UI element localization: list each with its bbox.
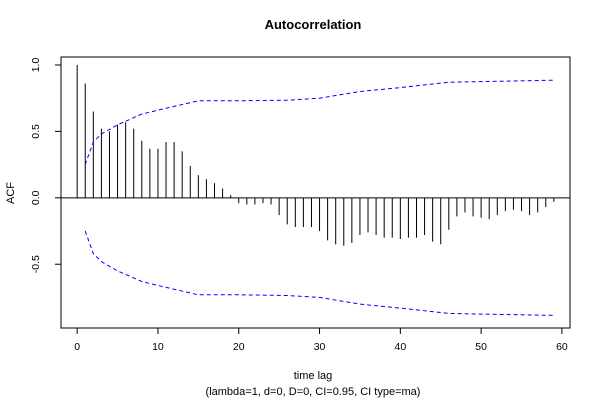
x-tick-label: 30 (314, 341, 326, 353)
y-tick-label: 0.5 (30, 124, 42, 139)
x-tick-label: 50 (475, 341, 487, 353)
x-tick-label: 60 (556, 341, 568, 353)
x-axis-label: time lag (294, 370, 333, 382)
x-tick-label: 0 (74, 341, 80, 353)
confidence-interval-lines (84, 79, 554, 316)
y-tick-label: -0.5 (30, 255, 42, 273)
x-tick-label: 40 (394, 341, 406, 353)
x-axis: 0 10 20 30 40 50 60 (74, 328, 568, 353)
y-axis: -0.5 0.0 0.5 1.0 (30, 58, 61, 273)
acf-bars (76, 64, 555, 246)
x-axis-sublabel: (lambda=1, d=0, D=0, CI=0.95, CI type=ma… (206, 386, 421, 398)
plot-frame (60, 56, 571, 329)
y-axis-label: ACF (5, 182, 17, 204)
chart-title: Autocorrelation (265, 17, 362, 32)
x-tick-label: 20 (233, 341, 245, 353)
x-tick-label: 10 (152, 341, 164, 353)
y-tick-label: 1.0 (30, 58, 42, 73)
y-tick-label: 0.0 (30, 190, 42, 205)
ci-upper-line (84, 79, 554, 165)
ci-lower-line (84, 230, 554, 316)
